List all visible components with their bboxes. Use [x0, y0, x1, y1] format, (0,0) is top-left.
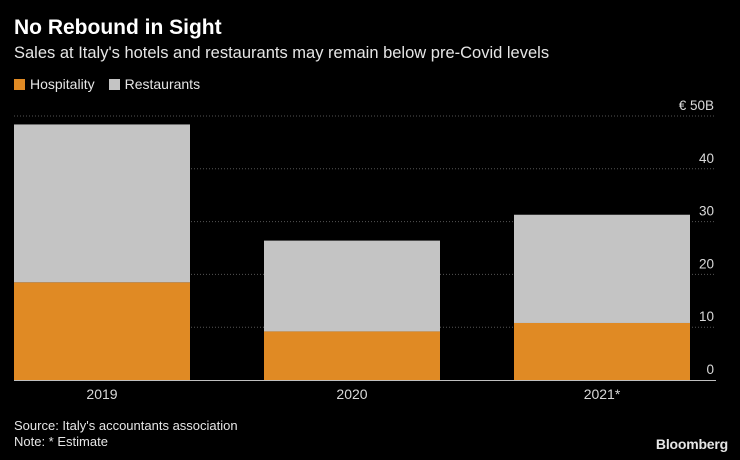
- x-tick-label: 2020: [336, 386, 367, 402]
- bar-restaurants-2021: [514, 214, 690, 323]
- estimate-note: Note: * Estimate: [14, 434, 108, 449]
- bar-restaurants-2019: [14, 124, 190, 283]
- legend-label-restaurants: Restaurants: [124, 76, 201, 92]
- source-note: Source: Italy's accountants association: [14, 418, 238, 433]
- bar-hospitality-2019: [14, 282, 190, 380]
- legend-item-hospitality: Hospitality: [14, 76, 95, 92]
- chart-subtitle: Sales at Italy's hotels and restaurants …: [14, 44, 550, 62]
- y-tick-label: 0: [706, 362, 714, 377]
- y-tick-label: 20: [699, 256, 714, 271]
- y-tick-label: 40: [699, 151, 714, 166]
- bar-hospitality-2021: [514, 322, 690, 380]
- bar-restaurants-2020: [264, 240, 440, 332]
- x-tick-label: 2021*: [584, 386, 621, 402]
- bar-hospitality-2020: [264, 331, 440, 380]
- y-tick-label: 30: [699, 204, 714, 219]
- legend-swatch-restaurants: [108, 78, 120, 90]
- chart-title: No Rebound in Sight: [14, 16, 222, 39]
- x-tick-label: 2019: [86, 386, 117, 402]
- legend-swatch-hospitality: [14, 78, 25, 90]
- y-tick-label: 10: [699, 309, 714, 324]
- y-tick-label: € 50B: [679, 98, 714, 113]
- legend-label-hospitality: Hospitality: [30, 76, 95, 92]
- bloomberg-logo: Bloomberg: [655, 436, 728, 452]
- legend-item-restaurants: Restaurants: [108, 76, 201, 92]
- legend: Hospitality Restaurants: [14, 76, 214, 92]
